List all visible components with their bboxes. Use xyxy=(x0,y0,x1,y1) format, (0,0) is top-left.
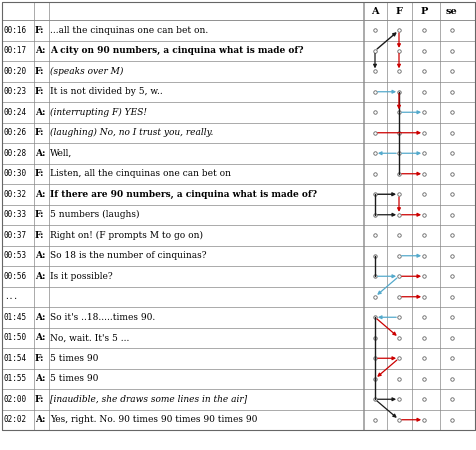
Text: Listen, all the cinquinas one can bet on: Listen, all the cinquinas one can bet on xyxy=(50,169,230,178)
Text: A:: A: xyxy=(35,415,45,424)
Text: A:: A: xyxy=(35,374,45,383)
Text: Well,: Well, xyxy=(50,149,72,158)
Text: 00:20: 00:20 xyxy=(4,67,27,76)
Text: [inaudible, she draws some lines in the air]: [inaudible, she draws some lines in the … xyxy=(50,395,247,404)
Text: 5 numbers (laughs): 5 numbers (laughs) xyxy=(50,210,139,219)
Text: Right on! (F prompts M to go on): Right on! (F prompts M to go on) xyxy=(50,231,203,240)
Text: A:: A: xyxy=(35,149,45,158)
Text: 02:02: 02:02 xyxy=(4,415,27,424)
Text: F:: F: xyxy=(35,231,44,240)
Text: F:: F: xyxy=(35,354,44,363)
Text: 00:53: 00:53 xyxy=(4,251,27,260)
Text: 00:56: 00:56 xyxy=(4,272,27,281)
Text: Yes, right. No. 90 times 90 times 90 times 90: Yes, right. No. 90 times 90 times 90 tim… xyxy=(50,415,257,424)
Text: 00:16: 00:16 xyxy=(4,26,27,35)
Text: ...: ... xyxy=(4,292,18,301)
Text: 00:17: 00:17 xyxy=(4,46,27,55)
Text: 00:23: 00:23 xyxy=(4,87,27,96)
Text: 00:33: 00:33 xyxy=(4,210,27,219)
Text: F:: F: xyxy=(35,210,44,219)
Text: A:: A: xyxy=(35,108,45,117)
Text: ...all the cinquinas one can bet on.: ...all the cinquinas one can bet on. xyxy=(50,26,208,35)
Text: 00:26: 00:26 xyxy=(4,128,27,137)
Text: F:: F: xyxy=(35,26,44,35)
Text: A:: A: xyxy=(35,251,45,260)
Text: F:: F: xyxy=(35,395,44,404)
Text: (speaks over M): (speaks over M) xyxy=(50,67,123,76)
Text: 00:32: 00:32 xyxy=(4,190,27,199)
Text: If there are 90 numbers, a cinquina what is made of?: If there are 90 numbers, a cinquina what… xyxy=(50,190,317,199)
Text: It is not divided by 5, w..: It is not divided by 5, w.. xyxy=(50,87,162,96)
Text: F:: F: xyxy=(35,67,44,76)
Text: F:: F: xyxy=(35,169,44,178)
Text: A:: A: xyxy=(35,190,45,199)
Text: 00:28: 00:28 xyxy=(4,149,27,158)
Text: A: A xyxy=(370,6,378,15)
Text: F: F xyxy=(395,6,402,15)
Text: 00:24: 00:24 xyxy=(4,108,27,117)
Text: So it's ..18.....times 90.: So it's ..18.....times 90. xyxy=(50,313,155,322)
Text: A:: A: xyxy=(35,313,45,322)
Text: So 18 is the number of cinquinas?: So 18 is the number of cinquinas? xyxy=(50,251,206,260)
Text: (laughing) No, no I trust you, really.: (laughing) No, no I trust you, really. xyxy=(50,128,213,137)
Text: 02:00: 02:00 xyxy=(4,395,27,404)
Text: 01:45: 01:45 xyxy=(4,313,27,322)
Text: 00:30: 00:30 xyxy=(4,169,27,178)
Text: 01:50: 01:50 xyxy=(4,333,27,342)
Text: Is it possible?: Is it possible? xyxy=(50,272,112,281)
Text: 00:37: 00:37 xyxy=(4,231,27,240)
Text: F:: F: xyxy=(35,128,44,137)
Text: 01:55: 01:55 xyxy=(4,374,27,383)
Text: F:: F: xyxy=(35,87,44,96)
Text: se: se xyxy=(445,6,457,15)
Text: P: P xyxy=(419,6,427,15)
Text: No, wait. It's 5 ...: No, wait. It's 5 ... xyxy=(50,333,129,342)
Text: A city on 90 numbers, a cinquina what is made of?: A city on 90 numbers, a cinquina what is… xyxy=(50,46,303,55)
Text: 01:54: 01:54 xyxy=(4,354,27,363)
Text: A:: A: xyxy=(35,272,45,281)
Text: A:: A: xyxy=(35,333,45,342)
Text: (interrupting F) YES!: (interrupting F) YES! xyxy=(50,108,147,117)
Text: 5 times 90: 5 times 90 xyxy=(50,374,98,383)
Text: A:: A: xyxy=(35,46,45,55)
Text: 5 times 90: 5 times 90 xyxy=(50,354,98,363)
